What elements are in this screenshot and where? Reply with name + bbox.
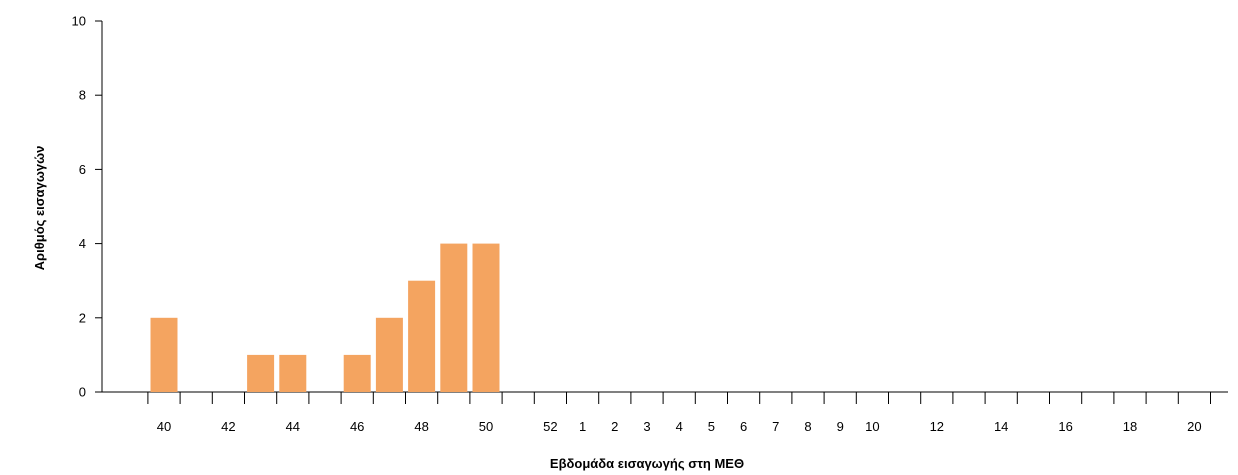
y-tick-label: 6: [79, 162, 86, 177]
x-tick-label: 2: [611, 419, 618, 434]
x-tick-label: 52: [543, 419, 557, 434]
y-tick-label: 0: [79, 385, 86, 400]
x-tick-label: 8: [804, 419, 811, 434]
x-tick-label: 9: [837, 419, 844, 434]
x-tick-label: 42: [221, 419, 235, 434]
x-tick-label: 14: [994, 419, 1008, 434]
x-tick-label: 1: [579, 419, 586, 434]
x-tick-label: 44: [286, 419, 300, 434]
bar-week-43: [247, 354, 275, 392]
bar-week-47: [375, 317, 403, 392]
x-tick-label: 10: [865, 419, 879, 434]
x-tick-label: 20: [1187, 419, 1201, 434]
y-tick-label: 4: [79, 236, 86, 251]
y-axis-title: Αριθμός εισαγωγών: [32, 146, 47, 271]
bar-week-46: [343, 354, 371, 392]
x-tick-label: 16: [1058, 419, 1072, 434]
bar-week-48: [408, 280, 436, 392]
bar-week-40: [150, 317, 178, 392]
x-tick-label: 48: [414, 419, 428, 434]
bar-week-49: [440, 243, 468, 392]
x-tick-label: 7: [772, 419, 779, 434]
x-tick-label: 46: [350, 419, 364, 434]
y-axis: 0 2 4 6 8 10: [72, 14, 103, 400]
bars: [150, 243, 500, 392]
bar-week-50: [472, 243, 500, 392]
x-tick-label: 18: [1123, 419, 1137, 434]
x-tick-label: 6: [740, 419, 747, 434]
x-tick-label: 50: [479, 419, 493, 434]
x-tick-label: 5: [708, 419, 715, 434]
y-tick-label: 8: [79, 88, 86, 103]
x-axis-title: Εβδομάδα εισαγωγής στη ΜΕΘ: [550, 456, 744, 471]
x-tick-label: 40: [157, 419, 171, 434]
x-tick-label: 4: [676, 419, 683, 434]
x-tick-label: 12: [930, 419, 944, 434]
y-tick-label: 10: [72, 14, 86, 29]
x-axis: 40 42 44 46 48 50 52 1 2 3 4 5 6 7 8 9 10 12 14 16 18 20: [102, 391, 1228, 434]
y-tick-label: 2: [79, 310, 86, 325]
bar-week-44: [279, 354, 307, 392]
x-tick-label: 3: [643, 419, 650, 434]
